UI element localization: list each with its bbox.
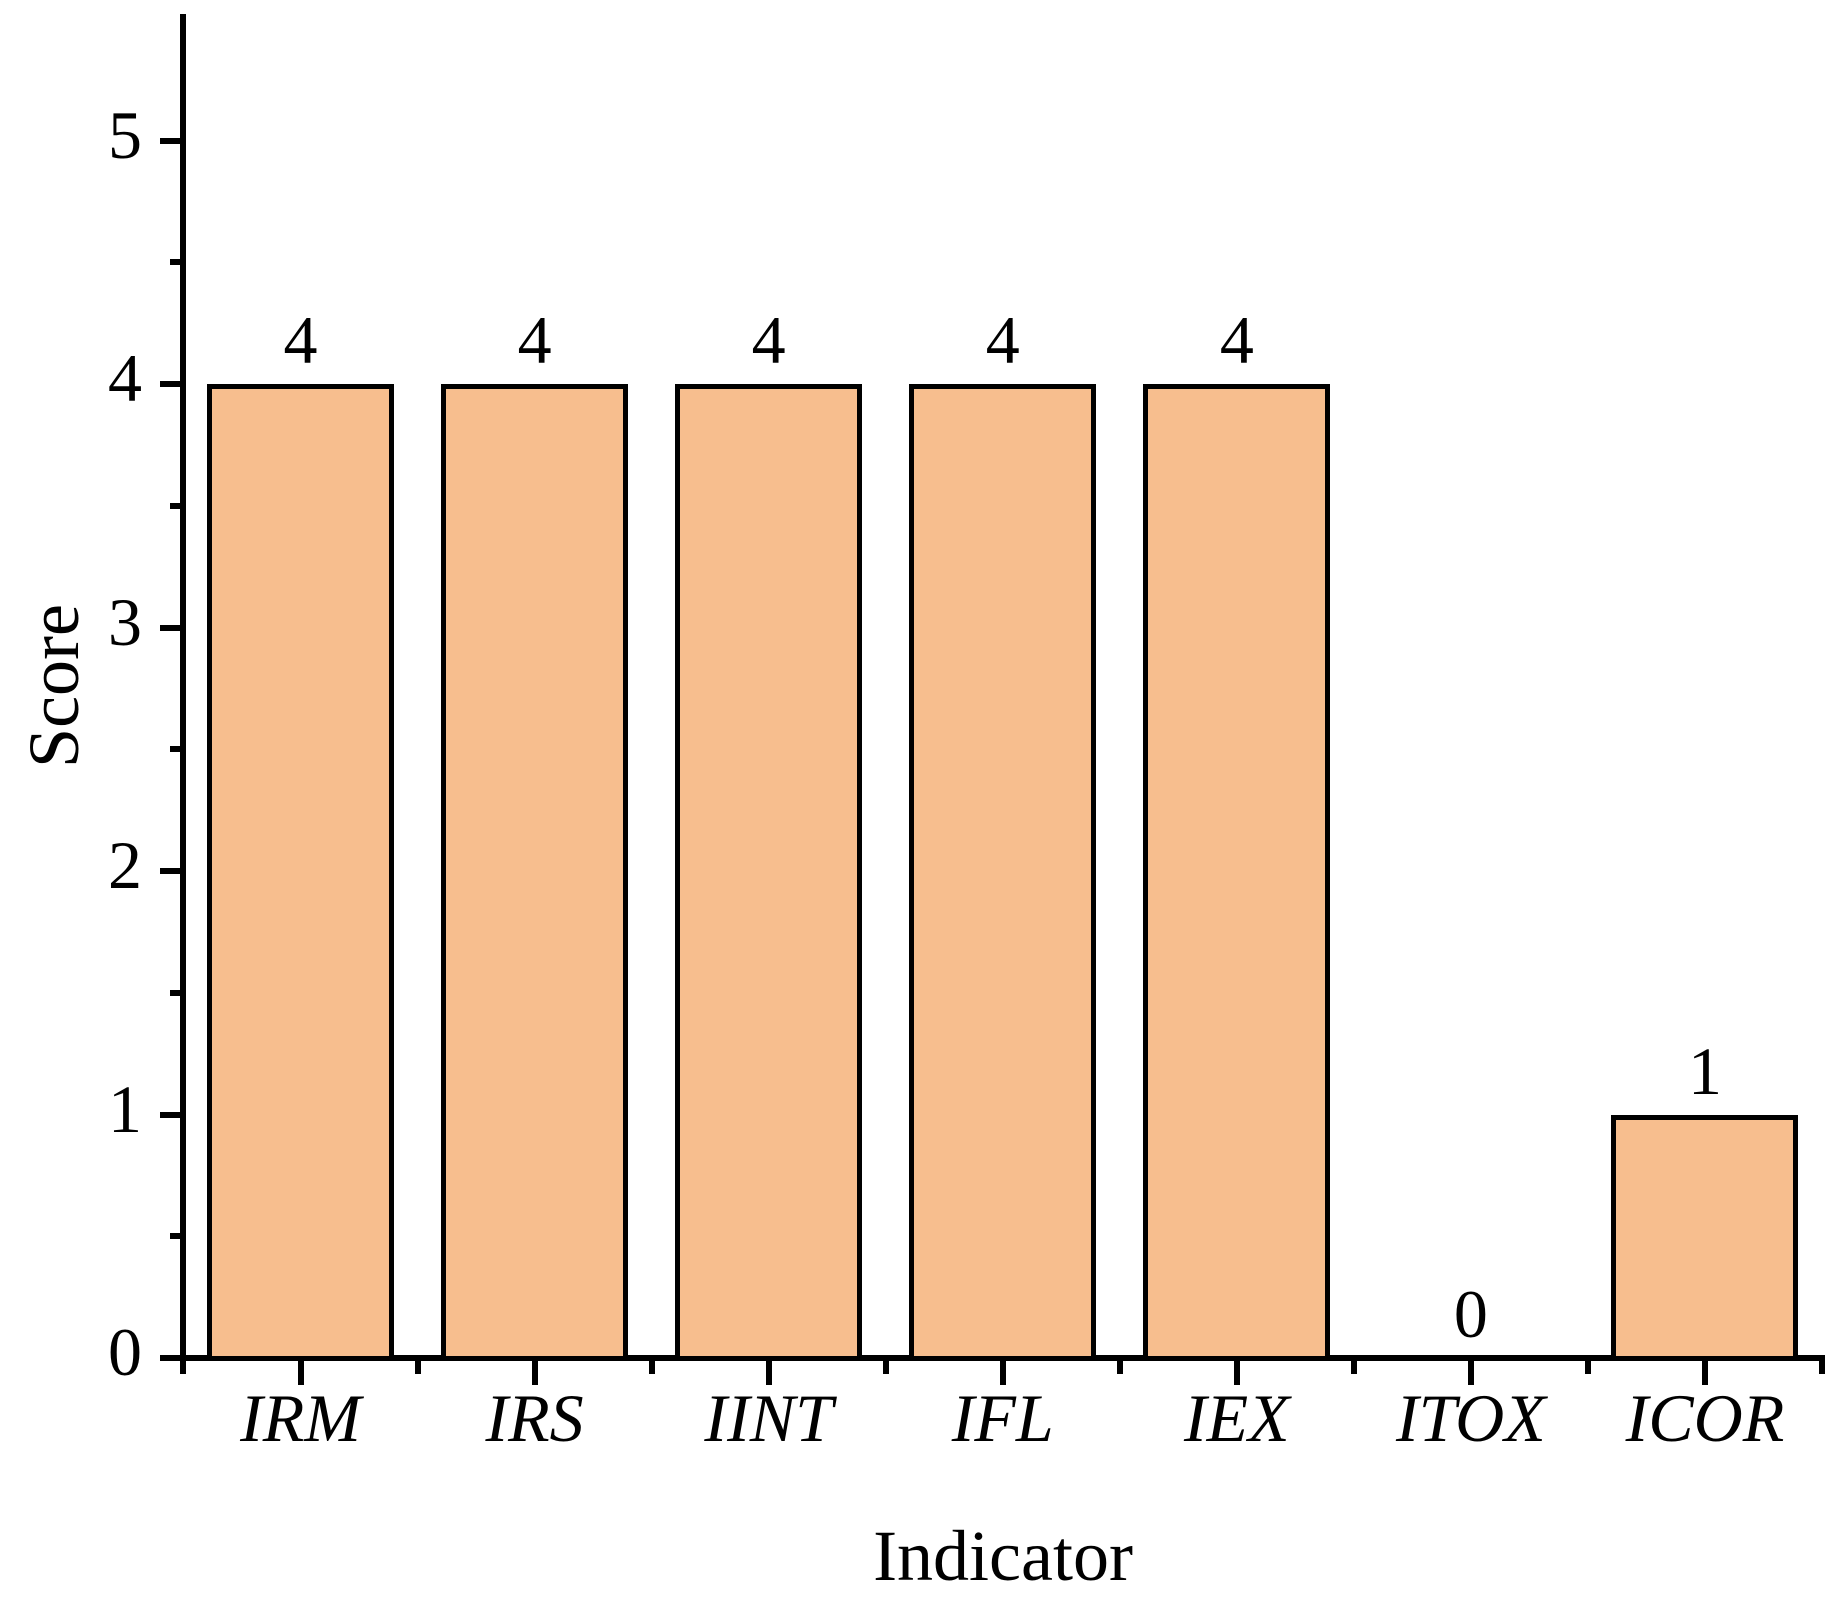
x-boundary-tick-7 xyxy=(1819,1361,1826,1374)
x-boundary-tick-6 xyxy=(1584,1361,1591,1374)
category-label-IRS: IRS xyxy=(485,1380,584,1456)
y-major-tick-4 xyxy=(160,381,186,387)
value-label-IINT: 4 xyxy=(751,302,786,378)
x-major-tick-IRM xyxy=(297,1361,304,1385)
bar-ICOR xyxy=(1611,1114,1799,1361)
y-tick-label-4: 4 xyxy=(108,340,142,416)
y-tick-label-0: 0 xyxy=(108,1314,142,1390)
y-tick-label-3: 3 xyxy=(108,583,142,660)
category-label-IRM: IRM xyxy=(240,1380,361,1456)
category-label-ICOR: ICOR xyxy=(1625,1380,1785,1456)
bar-IRM xyxy=(207,384,394,1361)
x-major-tick-IFL xyxy=(999,1361,1006,1385)
y-tick-label-1: 1 xyxy=(108,1070,142,1147)
y-major-tick-0 xyxy=(160,1355,186,1361)
x-major-tick-ICOR xyxy=(1701,1361,1708,1385)
y-minor-tick-0.5 xyxy=(170,1233,186,1240)
bar-IINT xyxy=(675,384,863,1361)
y-major-tick-5 xyxy=(160,137,186,144)
x-major-tick-IEX xyxy=(1233,1361,1240,1385)
category-label-ITOX: ITOX xyxy=(1395,1380,1546,1456)
value-label-IRS: 4 xyxy=(517,302,552,378)
category-label-IEX: IEX xyxy=(1183,1380,1290,1456)
category-label-IINT: IINT xyxy=(704,1380,833,1456)
y-axis-spine xyxy=(180,14,186,1361)
x-boundary-tick-0 xyxy=(180,1361,187,1374)
y-minor-tick-3.5 xyxy=(170,502,186,509)
y-minor-tick-1.5 xyxy=(170,989,186,996)
bar-IFL xyxy=(909,384,1097,1361)
x-major-tick-IRS xyxy=(531,1361,538,1385)
y-minor-tick-4.5 xyxy=(170,259,186,266)
x-boundary-tick-3 xyxy=(882,1361,889,1374)
x-boundary-tick-5 xyxy=(1350,1361,1357,1374)
x-major-tick-ITOX xyxy=(1467,1361,1474,1385)
y-major-tick-2 xyxy=(160,868,186,874)
y-minor-tick-2.5 xyxy=(170,746,186,753)
x-boundary-tick-4 xyxy=(1116,1361,1123,1374)
value-label-ICOR: 1 xyxy=(1687,1032,1722,1109)
bar-IEX xyxy=(1143,384,1331,1361)
value-label-IEX: 4 xyxy=(1219,302,1254,378)
y-tick-label-5: 5 xyxy=(108,96,142,173)
category-label-IFL: IFL xyxy=(951,1380,1054,1456)
x-axis-title: Indicator xyxy=(873,1516,1133,1596)
bar-IRS xyxy=(441,384,629,1361)
y-major-tick-3 xyxy=(160,624,186,631)
x-major-tick-IINT xyxy=(765,1361,772,1385)
value-label-IFL: 4 xyxy=(985,302,1020,378)
value-label-ITOX: 0 xyxy=(1453,1276,1488,1352)
x-boundary-tick-1 xyxy=(414,1361,421,1374)
value-label-IRM: 4 xyxy=(283,302,318,378)
x-boundary-tick-2 xyxy=(648,1361,655,1374)
y-tick-label-2: 2 xyxy=(108,827,142,903)
y-major-tick-1 xyxy=(160,1111,186,1118)
